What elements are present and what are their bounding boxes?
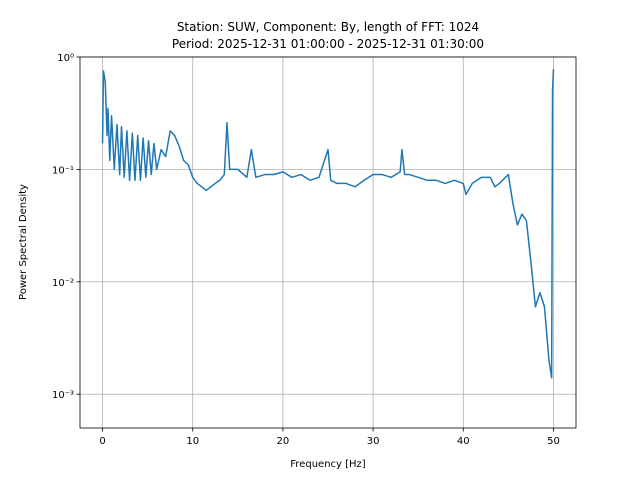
x-tick-label: 0	[99, 436, 105, 447]
x-tick-label: 30	[367, 436, 380, 447]
x-tick-label: 20	[277, 436, 290, 447]
plot-frame	[79, 56, 577, 429]
chart-subtitle: Period: 2025-12-31 01:00:00 - 2025-12-31…	[172, 37, 484, 51]
y-tick-label: 10⁻¹	[52, 165, 74, 176]
psd-line	[101, 69, 555, 379]
y-tick-label: 10⁰	[57, 53, 74, 64]
y-tick-label: 10⁻³	[52, 390, 74, 401]
chart-title: Station: SUW, Component: By, length of F…	[177, 20, 479, 34]
x-axis-label: Frequency [Hz]	[290, 459, 366, 470]
x-tick-label: 10	[186, 436, 199, 447]
y-axis-label: Power Spectral Density	[18, 184, 29, 300]
x-tick-label: 50	[547, 436, 560, 447]
y-tick-label: 10⁻²	[52, 278, 74, 289]
x-tick-label: 40	[457, 436, 470, 447]
